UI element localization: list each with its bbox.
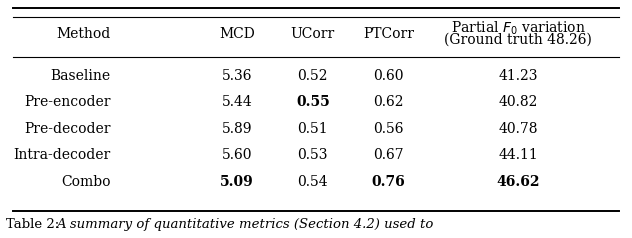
Text: Table 2:: Table 2: [6, 218, 64, 231]
Text: A summary of quantitative metrics (Section 4.2) used to: A summary of quantitative metrics (Secti… [56, 218, 433, 231]
Text: 0.67: 0.67 [374, 148, 404, 162]
Text: 40.82: 40.82 [499, 95, 538, 109]
Text: 0.52: 0.52 [298, 69, 328, 83]
Text: 5.89: 5.89 [222, 122, 252, 135]
Text: 46.62: 46.62 [497, 175, 540, 189]
Text: Method: Method [56, 27, 111, 41]
Text: MCD: MCD [219, 27, 255, 41]
Text: PTCorr: PTCorr [363, 27, 414, 41]
Text: Pre-decoder: Pre-decoder [24, 122, 111, 135]
Text: 0.62: 0.62 [374, 95, 404, 109]
Text: 40.78: 40.78 [499, 122, 538, 135]
Text: 41.23: 41.23 [499, 69, 538, 83]
Text: 0.55: 0.55 [296, 95, 330, 109]
Text: UCorr: UCorr [291, 27, 335, 41]
Text: 5.60: 5.60 [222, 148, 252, 162]
Text: 0.51: 0.51 [298, 122, 328, 135]
Text: Partial $F_0$ variation: Partial $F_0$ variation [451, 20, 586, 37]
Text: 0.60: 0.60 [374, 69, 404, 83]
Text: 5.36: 5.36 [222, 69, 252, 83]
Text: 0.56: 0.56 [374, 122, 404, 135]
Text: 5.44: 5.44 [222, 95, 252, 109]
Text: Pre-encoder: Pre-encoder [24, 95, 111, 109]
Text: 0.54: 0.54 [298, 175, 328, 189]
Text: Intra-decoder: Intra-decoder [13, 148, 111, 162]
Text: 5.09: 5.09 [220, 175, 254, 189]
Text: 0.76: 0.76 [372, 175, 406, 189]
Text: 0.53: 0.53 [298, 148, 328, 162]
Text: 44.11: 44.11 [499, 148, 538, 162]
Text: Baseline: Baseline [51, 69, 111, 83]
Text: (Ground truth 48.26): (Ground truth 48.26) [444, 32, 592, 46]
Text: Combo: Combo [61, 175, 111, 189]
